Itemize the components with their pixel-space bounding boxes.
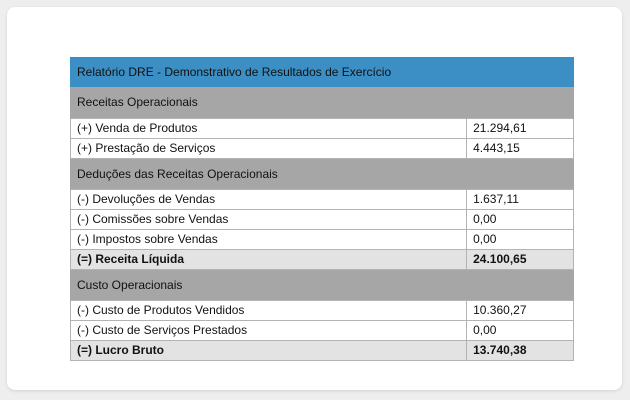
section-header-custo: Custo Operacionais [70,269,574,300]
table-row: (-) Custo de Produtos Vendidos 10.360,27 [69,299,574,321]
report-card: Relatório DRE - Demonstrativo de Resulta… [7,7,622,390]
row-value: 0,00 [466,319,574,341]
row-label: (-) Devoluções de Vendas [69,188,468,210]
table-row: (-) Impostos sobre Vendas 0,00 [69,228,574,250]
table-row: (+) Venda de Produtos 21.294,61 [69,117,574,139]
row-label: (-) Impostos sobre Vendas [69,228,468,250]
row-value: 21.294,61 [466,117,574,139]
section-header-receitas: Receitas Operacionais [70,87,574,118]
total-value: 24.100,65 [466,248,574,270]
section-title: Deduções das Receitas Operacionais [70,158,574,189]
total-row-receita-liquida: (=) Receita Líquida 24.100,65 [69,248,574,270]
row-value: 0,00 [466,228,574,250]
total-label: (=) Receita Líquida [69,248,468,270]
row-value: 0,00 [466,208,574,230]
total-label: (=) Lucro Bruto [69,339,468,361]
report-title-row: Relatório DRE - Demonstrativo de Resulta… [70,57,574,87]
row-value: 4.443,15 [466,137,574,159]
row-label: (-) Comissões sobre Vendas [69,208,468,230]
total-row-lucro-bruto: (=) Lucro Bruto 13.740,38 [69,339,574,361]
row-label: (-) Custo de Serviços Prestados [69,319,468,341]
table-row: (-) Devoluções de Vendas 1.637,11 [69,188,574,210]
row-label: (-) Custo de Produtos Vendidos [69,299,468,321]
table-row: (-) Custo de Serviços Prestados 0,00 [69,319,574,341]
report-title: Relatório DRE - Demonstrativo de Resulta… [70,57,574,87]
table-row: (-) Comissões sobre Vendas 0,00 [69,208,574,230]
table-row: (+) Prestação de Serviços 4.443,15 [69,137,574,159]
row-label: (+) Venda de Produtos [69,117,468,139]
section-title: Receitas Operacionais [70,87,574,118]
row-value: 1.637,11 [466,188,574,210]
total-value: 13.740,38 [466,339,574,361]
section-title: Custo Operacionais [70,269,574,300]
row-label: (+) Prestação de Serviços [69,137,468,159]
row-value: 10.360,27 [466,299,574,321]
section-header-deducoes: Deduções das Receitas Operacionais [70,158,574,189]
dre-report-table: Relatório DRE - Demonstrativo de Resulta… [69,57,574,361]
